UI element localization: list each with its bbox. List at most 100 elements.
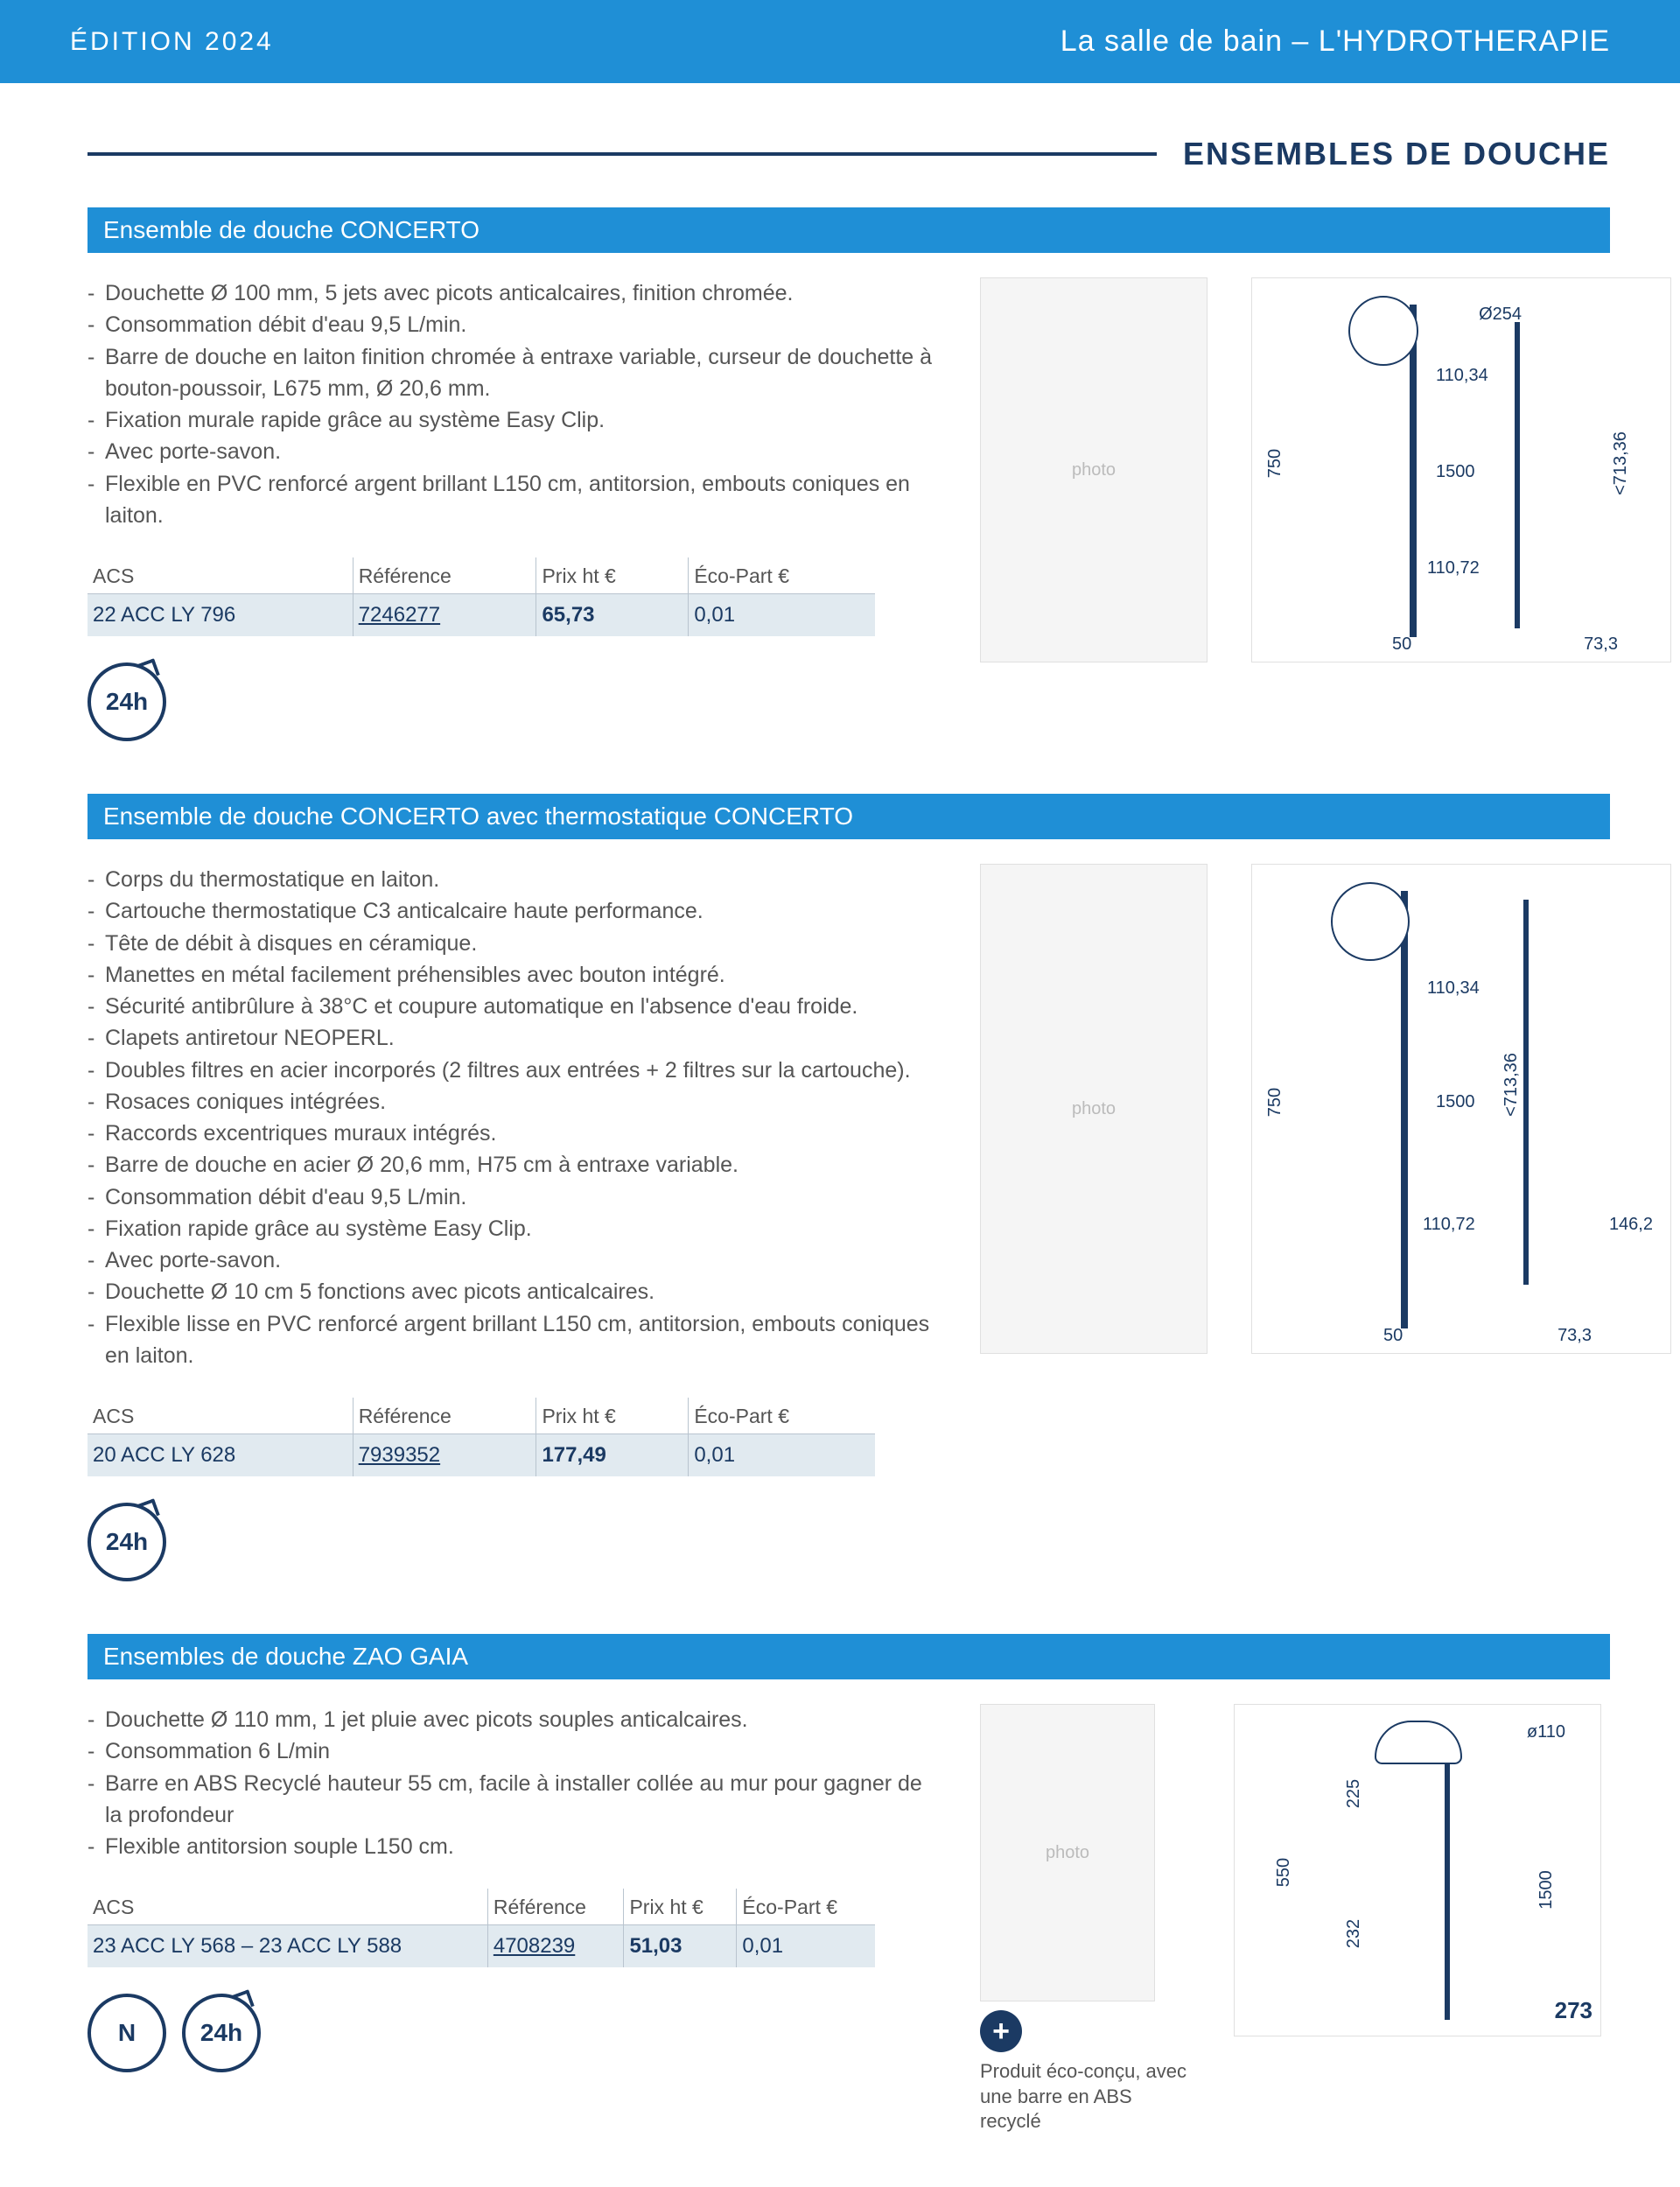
eco-note: Produit éco-conçu, avec une barre en ABS… bbox=[980, 2059, 1190, 2134]
product-diagram: ø110 225 550 232 1500 bbox=[1234, 1704, 1601, 2036]
table-row: 23 ACC LY 568 – 23 ACC LY 588 4708239 51… bbox=[88, 1925, 875, 1968]
bullet: Barre de douche en acier Ø 20,6 mm, H75 … bbox=[88, 1149, 945, 1181]
bullet: Raccords excentriques muraux intégrés. bbox=[88, 1118, 945, 1149]
dim-label: 110,34 bbox=[1427, 978, 1480, 999]
th-ref: Référence bbox=[487, 1889, 624, 1925]
product-title: Ensembles de douche ZAO GAIA bbox=[88, 1634, 1610, 1679]
dim-label: Ø254 bbox=[1479, 305, 1522, 325]
dim-label: 50 bbox=[1392, 634, 1411, 655]
dim-label: 750 bbox=[1265, 1088, 1285, 1117]
product-photo: photo bbox=[980, 277, 1208, 662]
dim-label: 50 bbox=[1383, 1326, 1403, 1346]
bullet: Tête de débit à disques en céramique. bbox=[88, 928, 945, 959]
product-block: Douchette Ø 100 mm, 5 jets avec picots a… bbox=[88, 277, 1610, 741]
dim-label: 1500 bbox=[1436, 1092, 1475, 1112]
dim-label: 225 bbox=[1344, 1779, 1364, 1808]
bullet: Flexible antitorsion souple L150 cm. bbox=[88, 1831, 945, 1862]
product-title: Ensemble de douche CONCERTO avec thermos… bbox=[88, 794, 1610, 839]
product-bullets: Douchette Ø 110 mm, 1 jet pluie avec pic… bbox=[88, 1704, 945, 1862]
dim-label: 232 bbox=[1344, 1919, 1364, 1948]
th-price: Prix ht € bbox=[536, 1398, 689, 1434]
badge-24h: 24h bbox=[182, 1994, 261, 2072]
cell-eco: 0,01 bbox=[737, 1925, 875, 1968]
th-eco: Éco-Part € bbox=[689, 557, 875, 594]
cell-price: 51,03 bbox=[624, 1925, 737, 1968]
page-number: 273 bbox=[1555, 1997, 1592, 2024]
bullet: Flexible lisse en PVC renforcé argent br… bbox=[88, 1308, 945, 1372]
bullet: Avec porte-savon. bbox=[88, 436, 945, 467]
th-price: Prix ht € bbox=[624, 1889, 737, 1925]
bullet: Corps du thermostatique en laiton. bbox=[88, 864, 945, 895]
th-ref: Référence bbox=[353, 1398, 536, 1434]
th-ref: Référence bbox=[353, 557, 536, 594]
bullet: Avec porte-savon. bbox=[88, 1244, 945, 1276]
section-heading: ENSEMBLES DE DOUCHE bbox=[1183, 136, 1610, 172]
cell-eco: 0,01 bbox=[689, 594, 875, 637]
product-bullets: Corps du thermostatique en laiton. Carto… bbox=[88, 864, 945, 1371]
th-price: Prix ht € bbox=[536, 557, 689, 594]
bullet: Cartouche thermostatique C3 anticalcaire… bbox=[88, 895, 945, 927]
product-title: Ensemble de douche CONCERTO bbox=[88, 207, 1610, 253]
breadcrumb: La salle de bain – L'HYDROTHERAPIE bbox=[1060, 25, 1610, 59]
bullet: Fixation rapide grâce au système Easy Cl… bbox=[88, 1213, 945, 1244]
dim-label: 110,72 bbox=[1427, 558, 1480, 578]
cell-acs: 23 ACC LY 568 – 23 ACC LY 588 bbox=[88, 1925, 487, 1968]
product-diagram: 110,34 750 1500 <713,36 110,72 146,2 50 … bbox=[1251, 864, 1671, 1354]
bullet: Barre en ABS Recyclé hauteur 55 cm, faci… bbox=[88, 1768, 945, 1832]
cell-ref: 4708239 bbox=[487, 1925, 624, 1968]
bullet: Flexible en PVC renforcé argent brillant… bbox=[88, 468, 945, 532]
dim-label: <713,36 bbox=[1611, 431, 1631, 495]
product-photo: photo bbox=[980, 864, 1208, 1354]
product-block: Douchette Ø 110 mm, 1 jet pluie avec pic… bbox=[88, 1704, 1610, 2134]
table-row: 20 ACC LY 628 7939352 177,49 0,01 bbox=[88, 1434, 875, 1477]
cell-eco: 0,01 bbox=[689, 1434, 875, 1477]
product-table: ACS Référence Prix ht € Éco-Part € 22 AC… bbox=[88, 557, 875, 636]
bullet: Clapets antiretour NEOPERL. bbox=[88, 1022, 945, 1054]
product-table: ACS Référence Prix ht € Éco-Part € 23 AC… bbox=[88, 1889, 875, 1967]
th-acs: ACS bbox=[88, 1398, 353, 1434]
page-header: ÉDITION 2024 La salle de bain – L'HYDROT… bbox=[0, 0, 1680, 83]
dim-label: 73,3 bbox=[1558, 1326, 1592, 1346]
section-heading-row: ENSEMBLES DE DOUCHE bbox=[88, 136, 1610, 172]
bullet: Fixation murale rapide grâce au système … bbox=[88, 404, 945, 436]
table-row: 22 ACC LY 796 7246277 65,73 0,01 bbox=[88, 594, 875, 637]
cell-ref: 7939352 bbox=[353, 1434, 536, 1477]
th-eco: Éco-Part € bbox=[737, 1889, 875, 1925]
bullet: Manettes en métal facilement préhensible… bbox=[88, 959, 945, 991]
badge-24h: 24h bbox=[88, 1503, 166, 1581]
heading-rule bbox=[88, 152, 1157, 156]
badge-24h: 24h bbox=[88, 662, 166, 741]
bullet: Consommation débit d'eau 9,5 L/min. bbox=[88, 1181, 945, 1213]
dim-label: 1500 bbox=[1536, 1870, 1556, 1910]
cell-acs: 22 ACC LY 796 bbox=[88, 594, 353, 637]
th-acs: ACS bbox=[88, 557, 353, 594]
dim-label: <713,36 bbox=[1502, 1053, 1522, 1117]
dim-label: 110,34 bbox=[1436, 366, 1488, 386]
bullet: Sécurité antibrûlure à 38°C et coupure a… bbox=[88, 991, 945, 1022]
bullet: Doubles filtres en acier incorporés (2 f… bbox=[88, 1055, 945, 1086]
dim-label: 1500 bbox=[1436, 462, 1475, 482]
dim-label: 750 bbox=[1265, 449, 1285, 478]
dim-label: 110,72 bbox=[1423, 1215, 1475, 1235]
cell-price: 177,49 bbox=[536, 1434, 689, 1477]
bullet: Barre de douche en laiton finition chrom… bbox=[88, 341, 945, 405]
dim-label: 73,3 bbox=[1584, 634, 1618, 655]
bullet: Consommation débit d'eau 9,5 L/min. bbox=[88, 309, 945, 340]
cell-ref: 7246277 bbox=[353, 594, 536, 637]
edition-label: ÉDITION 2024 bbox=[70, 27, 274, 57]
bullet: Douchette Ø 10 cm 5 fonctions avec picot… bbox=[88, 1276, 945, 1307]
th-eco: Éco-Part € bbox=[689, 1398, 875, 1434]
bullet: Douchette Ø 100 mm, 5 jets avec picots a… bbox=[88, 277, 945, 309]
product-table: ACS Référence Prix ht € Éco-Part € 20 AC… bbox=[88, 1398, 875, 1476]
product-photo: photo bbox=[980, 1704, 1155, 2001]
bullet: Consommation 6 L/min bbox=[88, 1735, 945, 1767]
product-bullets: Douchette Ø 100 mm, 5 jets avec picots a… bbox=[88, 277, 945, 531]
cell-price: 65,73 bbox=[536, 594, 689, 637]
badge-new: N bbox=[88, 1994, 166, 2072]
dim-label: 550 bbox=[1274, 1858, 1294, 1887]
cell-acs: 20 ACC LY 628 bbox=[88, 1434, 353, 1477]
product-block: Corps du thermostatique en laiton. Carto… bbox=[88, 864, 1610, 1581]
eco-plus-icon: + bbox=[980, 2010, 1022, 2052]
bullet: Douchette Ø 110 mm, 1 jet pluie avec pic… bbox=[88, 1704, 945, 1735]
dim-label: 146,2 bbox=[1609, 1215, 1653, 1235]
